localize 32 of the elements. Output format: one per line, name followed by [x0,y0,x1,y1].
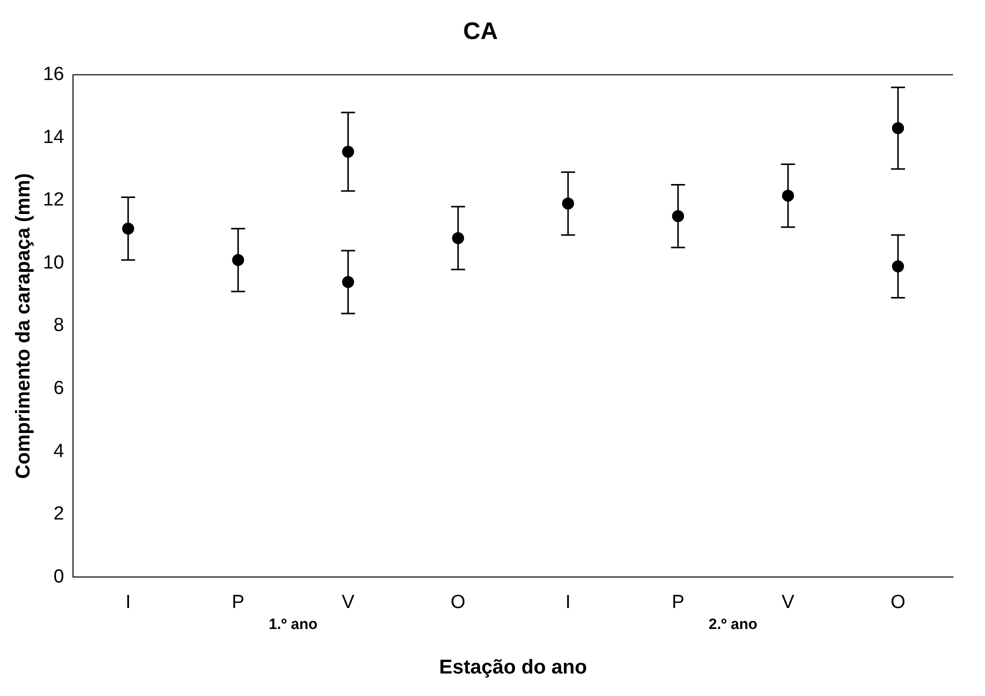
x-tick-label: P [672,592,684,613]
point [892,122,904,134]
x-tick-label: I [565,592,571,613]
x-tick-label: V [782,592,795,613]
y-tick-label: 6 [54,378,64,400]
point [232,254,244,266]
y-tick-label: 2 [54,504,64,525]
x-tick-label: O [890,592,906,613]
x-axis-title: Estação do ano [439,656,587,679]
point [562,198,574,210]
point [782,190,794,202]
y-tick-label: 4 [54,440,65,462]
point [342,146,354,158]
point [672,210,684,222]
text: 1.º ano [268,616,318,633]
text: 2.º ano [708,616,758,633]
y-axis-title: Comprimento da carapaça (mm) [12,173,35,479]
point [892,260,904,272]
x-tick-label: V [342,592,355,613]
point [342,276,354,288]
y-tick-label: 0 [54,566,64,588]
x-tick-label: P [232,592,244,613]
point [452,232,464,244]
x-tick-label: O [450,592,466,613]
y-tick-label: 16 [42,64,64,86]
y-tick-label: 12 [42,190,64,211]
x-tick-label: I [125,592,131,613]
chart-title: CA [463,18,498,46]
point [122,222,134,235]
y-tick-label: 10 [42,252,64,274]
y-tick-label: 14 [42,126,65,148]
y-tick-label: 8 [54,315,64,336]
